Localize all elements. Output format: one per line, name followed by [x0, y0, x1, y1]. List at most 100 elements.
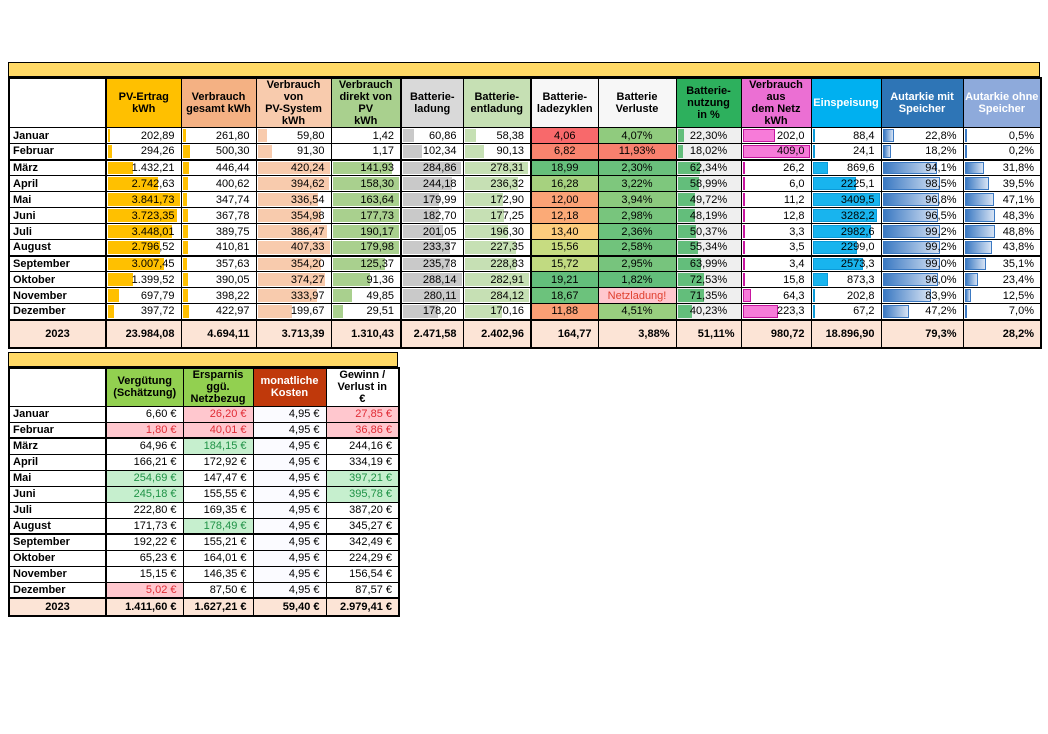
cell-batterie-ladung[interactable]: 284,86 [400, 158, 464, 176]
cell-autarkie-ohne-speicher[interactable]: 0,5% [962, 127, 1042, 144]
cell-batterie-ladung[interactable]: 178,20 [400, 303, 464, 320]
row-label[interactable]: September [8, 533, 107, 551]
cell-batterie-entladung[interactable]: 227,35 [462, 239, 532, 256]
column-header-verguetung[interactable]: Vergütung (Schätzung) [105, 367, 184, 407]
cell-batterie-ladung[interactable]: 233,37 [400, 239, 464, 256]
cell-einspeisung[interactable]: 3282,2 [810, 207, 882, 224]
cell-verbrauch-direkt[interactable]: 91,36 [330, 271, 402, 288]
column-header-month[interactable] [8, 367, 107, 407]
cell-verguetung[interactable]: 171,73 € [105, 517, 184, 535]
cell-verbrauch-pv-system[interactable]: 374,27 [255, 271, 332, 288]
cell-pv-ertrag[interactable]: 3.841,73 [105, 191, 182, 208]
cell-gewinn-verlust[interactable]: 397,21 € [325, 469, 400, 487]
cell-autarkie-ohne-speicher[interactable]: 35,1% [962, 254, 1042, 272]
cell-batterie-nutzung[interactable]: 22,30% [675, 127, 742, 144]
total-verguetung[interactable]: 1.411,60 € [105, 597, 184, 617]
cell-monatliche-kosten[interactable]: 4,95 € [252, 581, 327, 599]
cell-gewinn-verlust[interactable]: 224,29 € [325, 549, 400, 567]
cell-pv-ertrag[interactable]: 1.399,52 [105, 271, 182, 288]
cell-verbrauch-netz[interactable]: 11,2 [740, 191, 812, 208]
cell-ersparnis[interactable]: 178,49 € [182, 517, 254, 535]
cell-batterie-ladung[interactable]: 60,86 [400, 127, 464, 144]
cell-einspeisung[interactable]: 2299,0 [810, 239, 882, 256]
cell-batterie-entladung[interactable]: 236,32 [462, 175, 532, 192]
cell-gewinn-verlust[interactable]: 334,19 € [325, 453, 400, 471]
cell-pv-ertrag[interactable]: 3.448,01 [105, 223, 182, 240]
row-label[interactable]: März [8, 158, 107, 176]
total-autarkie-mit-speicher[interactable]: 79,3% [880, 318, 964, 348]
cell-verguetung[interactable]: 65,23 € [105, 549, 184, 567]
row-label[interactable]: Oktober [8, 549, 107, 567]
cell-batterie-ladung[interactable]: 244,18 [400, 175, 464, 192]
cell-verbrauch-gesamt[interactable]: 390,05 [180, 271, 257, 288]
cell-autarkie-ohne-speicher[interactable]: 43,8% [962, 239, 1042, 256]
cell-ersparnis[interactable]: 87,50 € [182, 581, 254, 599]
cell-gewinn-verlust[interactable]: 387,20 € [325, 501, 400, 519]
cell-verbrauch-netz[interactable]: 3,4 [740, 254, 812, 272]
cell-verbrauch-pv-system[interactable]: 394,62 [255, 175, 332, 192]
cell-verbrauch-pv-system[interactable]: 91,30 [255, 143, 332, 160]
cell-batterie-verluste[interactable]: 2,98% [597, 207, 677, 224]
cell-verbrauch-gesamt[interactable]: 410,81 [180, 239, 257, 256]
total-batterie-ladezyklen[interactable]: 164,77 [530, 318, 599, 348]
cell-verbrauch-direkt[interactable]: 141,93 [330, 158, 402, 176]
cell-monatliche-kosten[interactable]: 4,95 € [252, 565, 327, 583]
cell-autarkie-mit-speicher[interactable]: 22,8% [880, 127, 964, 144]
column-header-batterie-entladung[interactable]: Batterie- entladung [462, 77, 532, 128]
row-label[interactable]: Dezember [8, 581, 107, 599]
cell-verbrauch-gesamt[interactable]: 347,74 [180, 191, 257, 208]
cell-autarkie-ohne-speicher[interactable]: 31,8% [962, 158, 1042, 176]
cell-verguetung[interactable]: 166,21 € [105, 453, 184, 471]
row-label[interactable]: April [8, 175, 107, 192]
row-label[interactable]: Oktober [8, 271, 107, 288]
cell-ersparnis[interactable]: 155,55 € [182, 485, 254, 503]
row-label[interactable]: Dezember [8, 303, 107, 320]
cell-verbrauch-pv-system[interactable]: 354,20 [255, 254, 332, 272]
cell-pv-ertrag[interactable]: 2.796,52 [105, 239, 182, 256]
cell-verbrauch-gesamt[interactable]: 261,80 [180, 127, 257, 144]
cell-monatliche-kosten[interactable]: 4,95 € [252, 549, 327, 567]
cell-batterie-entladung[interactable]: 228,83 [462, 254, 532, 272]
cell-batterie-ladezyklen[interactable]: 13,40 [530, 223, 599, 240]
cell-verbrauch-gesamt[interactable]: 400,62 [180, 175, 257, 192]
cell-autarkie-mit-speicher[interactable]: 99,2% [880, 239, 964, 256]
column-header-autarkie-ohne-speicher[interactable]: Autarkie ohne Speicher [962, 77, 1042, 128]
cell-gewinn-verlust[interactable]: 395,78 € [325, 485, 400, 503]
cell-autarkie-ohne-speicher[interactable]: 12,5% [962, 287, 1042, 304]
cell-einspeisung[interactable]: 2225,1 [810, 175, 882, 192]
column-header-autarkie-mit-speicher[interactable]: Autarkie mit Speicher [880, 77, 964, 128]
cell-verbrauch-netz[interactable]: 3,3 [740, 223, 812, 240]
cell-batterie-nutzung[interactable]: 18,02% [675, 143, 742, 160]
cell-batterie-ladezyklen[interactable]: 16,28 [530, 175, 599, 192]
cell-verguetung[interactable]: 15,15 € [105, 565, 184, 583]
cell-einspeisung[interactable]: 88,4 [810, 127, 882, 144]
cell-ersparnis[interactable]: 146,35 € [182, 565, 254, 583]
cell-monatliche-kosten[interactable]: 4,95 € [252, 405, 327, 423]
cell-autarkie-mit-speicher[interactable]: 47,2% [880, 303, 964, 320]
cell-gewinn-verlust[interactable]: 244,16 € [325, 437, 400, 455]
cell-batterie-ladezyklen[interactable]: 6,82 [530, 143, 599, 160]
cell-einspeisung[interactable]: 2573,3 [810, 254, 882, 272]
column-header-verbrauch-gesamt[interactable]: Verbrauch gesamt kWh [180, 77, 257, 128]
total-ersparnis[interactable]: 1.627,21 € [182, 597, 254, 617]
cell-verbrauch-direkt[interactable]: 29,51 [330, 303, 402, 320]
column-header-batterie-nutzung[interactable]: Batterie- nutzung in % [675, 77, 742, 128]
cell-batterie-ladung[interactable]: 179,99 [400, 191, 464, 208]
cell-batterie-verluste[interactable]: 2,95% [597, 254, 677, 272]
cell-verguetung[interactable]: 254,69 € [105, 469, 184, 487]
cell-batterie-ladung[interactable]: 288,14 [400, 271, 464, 288]
cell-autarkie-mit-speicher[interactable]: 96,0% [880, 271, 964, 288]
cell-ersparnis[interactable]: 184,15 € [182, 437, 254, 455]
column-header-einspeisung[interactable]: Einspeisung [810, 77, 882, 128]
cell-batterie-ladezyklen[interactable]: 18,67 [530, 287, 599, 304]
cell-einspeisung[interactable]: 869,6 [810, 158, 882, 176]
cell-verbrauch-netz[interactable]: 64,3 [740, 287, 812, 304]
cell-gewinn-verlust[interactable]: 36,86 € [325, 421, 400, 439]
cell-batterie-entladung[interactable]: 177,25 [462, 207, 532, 224]
cell-monatliche-kosten[interactable]: 4,95 € [252, 453, 327, 471]
cell-einspeisung[interactable]: 67,2 [810, 303, 882, 320]
total-batterie-nutzung[interactable]: 51,11% [675, 318, 742, 348]
cell-verbrauch-gesamt[interactable]: 422,97 [180, 303, 257, 320]
cell-pv-ertrag[interactable]: 3.007,45 [105, 254, 182, 272]
row-label[interactable]: September [8, 254, 107, 272]
